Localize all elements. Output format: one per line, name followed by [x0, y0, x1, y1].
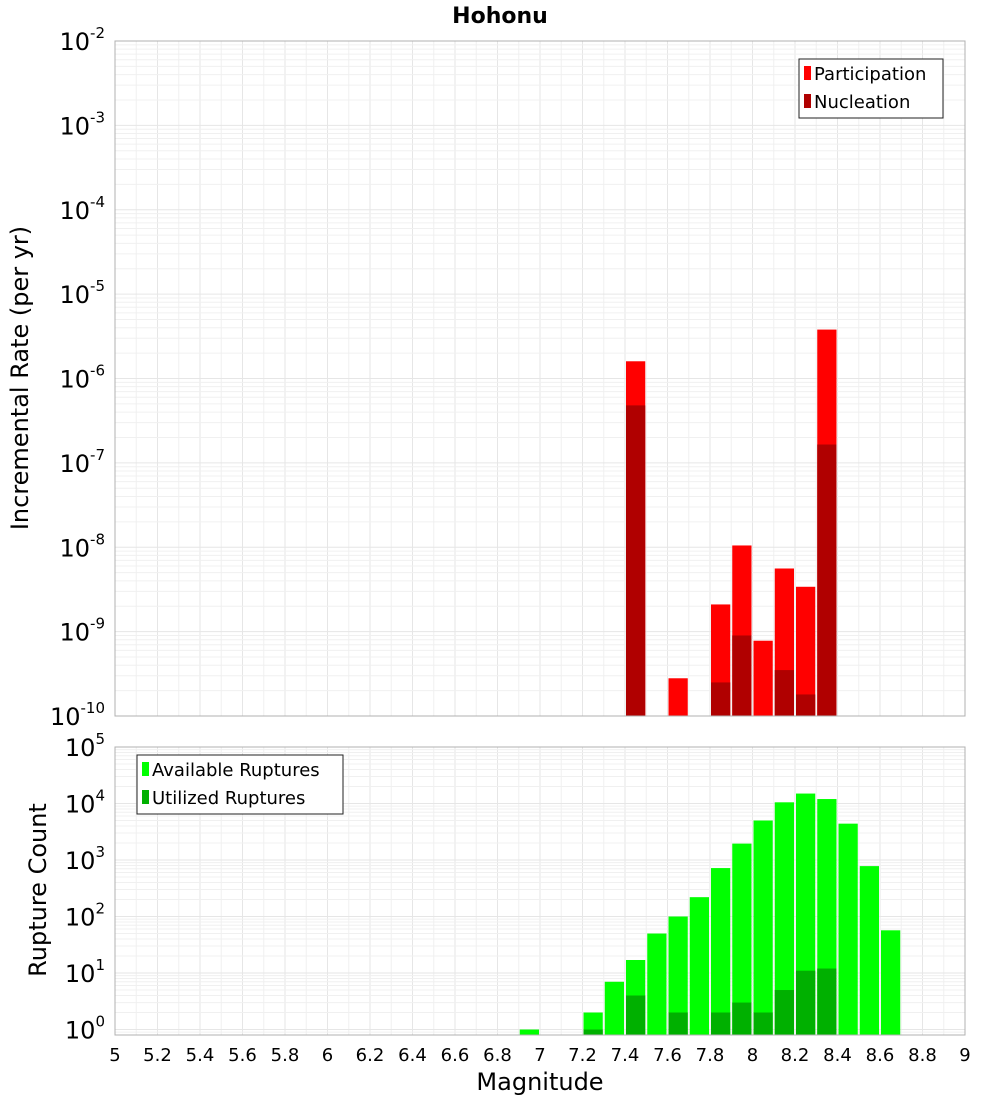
bar-primary-count: [604, 981, 624, 1035]
bar-secondary-count: [796, 970, 816, 1035]
bar-secondary-count: [817, 968, 837, 1035]
bar-primary-count: [753, 820, 773, 1035]
x-tick-label: 6.8: [483, 1045, 512, 1066]
y-tick-label: 10-6: [59, 362, 105, 394]
bar-primary-count: [859, 866, 879, 1035]
x-tick-label: 6.2: [356, 1045, 385, 1066]
legend-swatch: [804, 66, 811, 80]
y-tick-label: 10-7: [59, 446, 105, 478]
y-tick-label: 103: [65, 843, 105, 875]
legend-swatch: [142, 762, 149, 776]
plot-frame: [114, 40, 966, 717]
x-tick-label: 8: [747, 1045, 758, 1066]
bar-primary-count: [732, 843, 752, 1035]
bar-secondary-count: [774, 990, 794, 1035]
y-tick-label: 10-3: [59, 108, 105, 140]
x-tick-label: 7.4: [611, 1045, 640, 1066]
x-tick-label: 6.4: [398, 1045, 427, 1066]
bar-secondary-count: [732, 1002, 752, 1035]
x-tick-label: 6.6: [441, 1045, 470, 1066]
x-tick-label: 7.6: [653, 1045, 682, 1066]
bar-secondary-rate: [732, 635, 752, 716]
legend-label: Available Ruptures: [152, 760, 320, 781]
bar-primary-count: [711, 868, 731, 1035]
x-tick-label: 5.8: [271, 1045, 300, 1066]
bar-primary-count: [668, 916, 688, 1035]
x-tick-label: 6: [322, 1045, 333, 1066]
x-tick-label: 5: [109, 1045, 120, 1066]
x-tick-label: 7.2: [568, 1045, 597, 1066]
y-tick-label: 101: [65, 956, 105, 988]
rate-panel: 10-10 10-9 10-8 10-7 10-6 10-5 10-4 10-3 10-2 Par…: [50, 24, 966, 731]
plot-frame: [114, 746, 966, 1036]
bar-secondary-rate: [711, 682, 731, 716]
bar-primary-rate: [668, 678, 688, 716]
x-tick-label: 8.8: [908, 1045, 937, 1066]
y-tick-label: 100: [65, 1013, 105, 1045]
legend-label: Participation: [814, 64, 926, 85]
bar-secondary-count: [583, 1029, 603, 1035]
bar-secondary-rate: [817, 444, 837, 716]
x-tick-label: 8.6: [866, 1045, 895, 1066]
legend-label: Utilized Ruptures: [152, 788, 305, 809]
x-axis-label: Magnitude: [476, 1068, 603, 1096]
x-tick-label: 5.4: [186, 1045, 215, 1066]
bar-primary-count: [881, 930, 901, 1035]
y-tick-label: 10-4: [59, 193, 105, 225]
y-tick-label: 10-5: [59, 277, 105, 309]
bar-secondary-rate: [626, 405, 646, 716]
bar-primary-count: [774, 802, 794, 1035]
bar-primary-count: [519, 1029, 539, 1035]
bar-primary-rate: [796, 586, 816, 716]
bar-secondary-count: [668, 1012, 688, 1035]
y-tick-label: 102: [65, 900, 105, 932]
x-tick-label: 7: [534, 1045, 545, 1066]
bar-secondary-count: [711, 1012, 731, 1035]
bar-primary-count: [689, 897, 709, 1035]
count-panel: 100 101 102 103 104 105 Available Ruptures Util…: [65, 730, 971, 1066]
y-tick-label: 104: [65, 787, 105, 819]
bar-secondary-count: [753, 1012, 773, 1035]
bar-primary-count: [838, 823, 858, 1035]
bar-secondary-count: [626, 995, 646, 1035]
x-tick-label: 8.2: [781, 1045, 810, 1066]
x-tick-label: 8.4: [823, 1045, 852, 1066]
bar-primary-rate: [753, 640, 773, 716]
bar-secondary-rate: [774, 670, 794, 716]
legend-swatch: [804, 94, 811, 108]
y-tick-label: 10-2: [59, 24, 105, 56]
y-tick-label: 10-10: [50, 699, 105, 731]
bar-primary-count: [583, 1012, 603, 1035]
legend-box: [136, 754, 344, 815]
bottom-y-axis-label: Rupture Count: [24, 803, 52, 977]
legend-box: [798, 58, 944, 119]
bar-secondary-rate: [796, 694, 816, 716]
top-y-axis-label: Incremental Rate (per yr): [6, 226, 34, 530]
x-tick-label: 5.6: [228, 1045, 257, 1066]
bar-primary-count: [647, 933, 667, 1035]
x-tick-label: 7.8: [696, 1045, 725, 1066]
y-tick-label: 105: [65, 730, 105, 762]
chart-title: Hohonu: [452, 4, 548, 29]
legend-swatch: [142, 790, 149, 804]
x-tick-label: 5.2: [143, 1045, 172, 1066]
y-tick-label: 10-8: [59, 530, 105, 562]
x-tick-label: 9: [959, 1045, 970, 1066]
legend-label: Nucleation: [814, 92, 910, 113]
y-tick-label: 10-9: [59, 615, 105, 647]
